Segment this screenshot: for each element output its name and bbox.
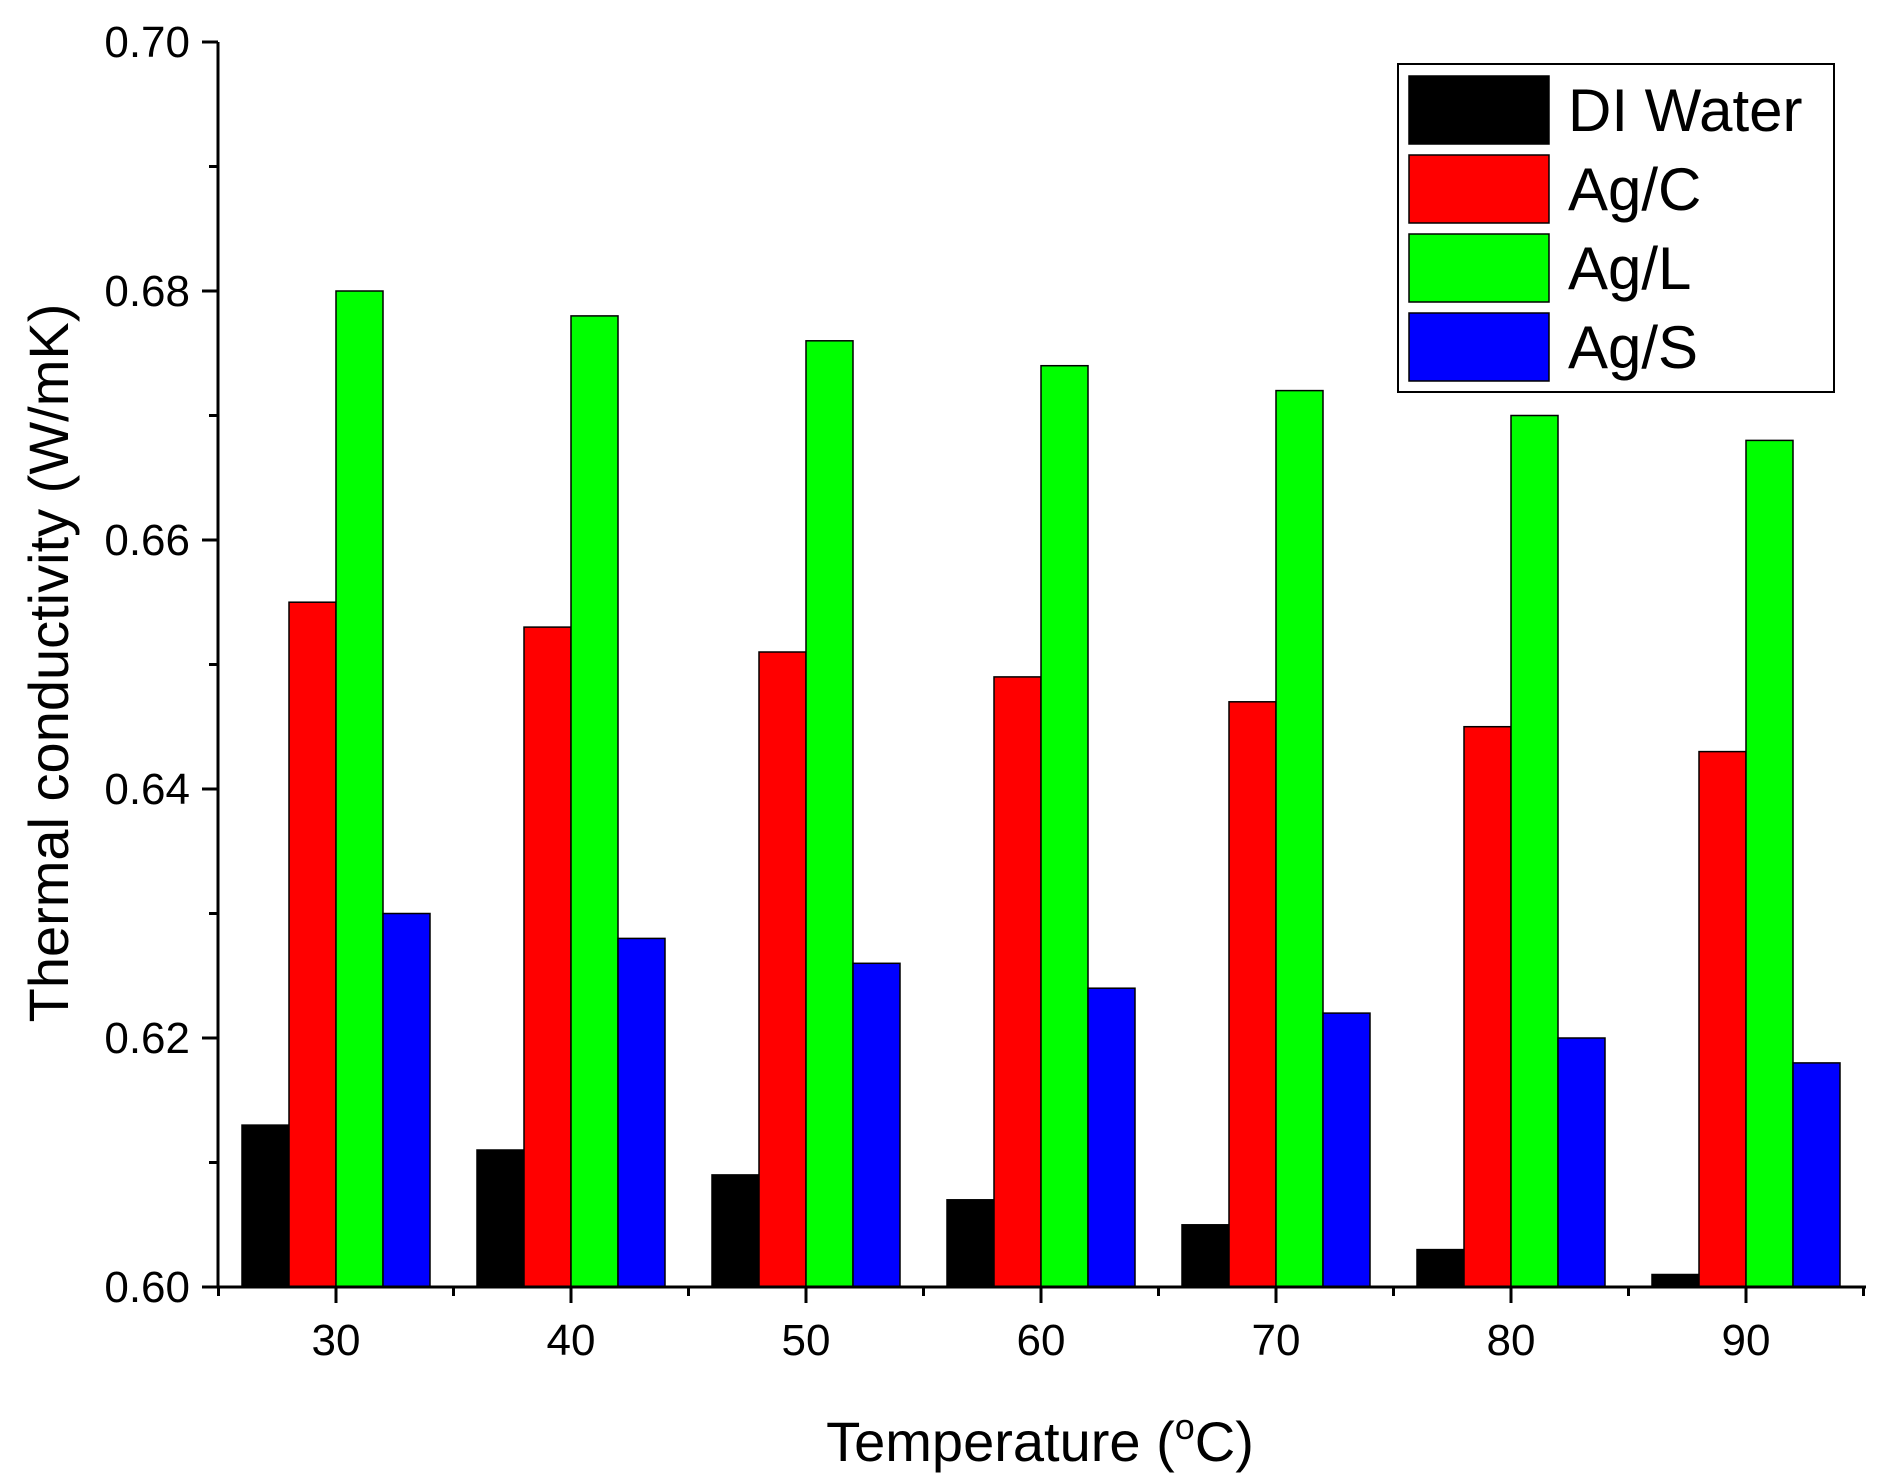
x-axis-title-suffix: C)	[1195, 1410, 1254, 1473]
legend-swatch-di-water	[1408, 75, 1550, 145]
bar-di-water-30	[241, 1124, 290, 1288]
legend-items: DI Water Ag/C Ag/L Ag/S	[1408, 75, 1802, 382]
legend-label-ag-l: Ag/L	[1568, 235, 1691, 302]
bar-ag-c-80	[1463, 725, 1512, 1288]
bar-di-water-60	[946, 1199, 995, 1288]
bar-ag-l-70	[1275, 389, 1324, 1288]
y-tick-label: 0.68	[104, 267, 190, 316]
bar-ag-s-50	[852, 962, 901, 1288]
bar-di-water-50	[711, 1174, 760, 1288]
bar-ag-s-90	[1792, 1062, 1841, 1288]
y-tick-label: 0.62	[104, 1014, 190, 1063]
bar-ag-s-30	[382, 912, 431, 1288]
bar-ag-l-30	[335, 290, 384, 1288]
bars-group	[241, 290, 1841, 1288]
bar-ag-c-50	[758, 651, 807, 1288]
y-tick-label: 0.64	[104, 765, 190, 814]
bar-ag-s-70	[1322, 1012, 1371, 1288]
legend: DI Water Ag/C Ag/L Ag/S	[1397, 63, 1835, 393]
legend-swatch-ag-s	[1408, 312, 1550, 382]
legend-label-di-water: DI Water	[1568, 77, 1802, 144]
x-axis-title: Temperature (oC)	[826, 1406, 1254, 1473]
y-tick-label: 0.60	[104, 1263, 190, 1312]
ticks-group: 0.60 0.62 0.64 0.66 0.68 0.70 30 40 50 60 70 80 90	[104, 18, 1865, 1365]
bar-ag-s-60	[1087, 987, 1136, 1288]
y-tick-label: 0.70	[104, 18, 190, 67]
x-tick-label-30: 30	[312, 1316, 361, 1365]
bar-di-water-90	[1651, 1273, 1700, 1288]
bar-ag-l-50	[805, 340, 854, 1288]
bar-ag-l-40	[570, 315, 619, 1288]
x-axis-title-superscript: o	[1175, 1406, 1195, 1447]
legend-label-ag-c: Ag/C	[1568, 156, 1701, 223]
bar-ag-c-40	[523, 626, 572, 1288]
y-tick-label: 0.66	[104, 516, 190, 565]
bar-ag-l-60	[1040, 364, 1089, 1288]
bar-ag-c-60	[993, 676, 1042, 1288]
bar-di-water-80	[1416, 1248, 1465, 1288]
legend-swatch-ag-c	[1408, 154, 1550, 224]
bar-ag-s-80	[1557, 1037, 1606, 1288]
x-tick-label-50: 50	[782, 1316, 831, 1365]
x-tick-label-60: 60	[1017, 1316, 1066, 1365]
x-axis-title-main: Temperature (	[826, 1410, 1175, 1473]
bar-di-water-70	[1181, 1224, 1230, 1288]
bar-ag-c-30	[288, 601, 337, 1288]
bar-ag-c-70	[1228, 701, 1277, 1288]
x-tick-label-80: 80	[1487, 1316, 1536, 1365]
bar-ag-l-90	[1745, 439, 1794, 1288]
legend-label-ag-s: Ag/S	[1568, 314, 1698, 381]
legend-swatch-ag-l	[1408, 233, 1550, 303]
bar-di-water-40	[476, 1149, 525, 1288]
bar-ag-s-40	[617, 937, 666, 1288]
x-tick-label-90: 90	[1722, 1316, 1771, 1365]
bar-ag-l-80	[1510, 414, 1559, 1288]
x-tick-label-70: 70	[1252, 1316, 1301, 1365]
x-tick-label-40: 40	[547, 1316, 596, 1365]
y-axis-title: Thermal conductivity (W/mK)	[17, 304, 80, 1023]
bar-ag-c-90	[1698, 750, 1747, 1288]
